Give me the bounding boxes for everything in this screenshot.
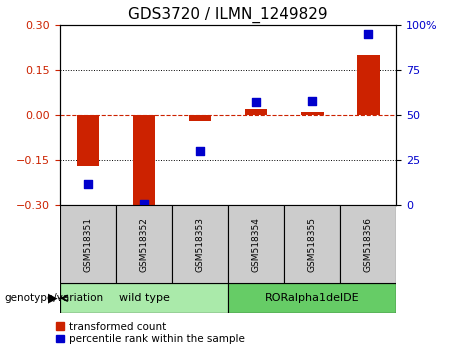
Text: RORalpha1delDE: RORalpha1delDE [265,293,360,303]
Text: GSM518351: GSM518351 [83,217,93,272]
Text: genotype/variation: genotype/variation [5,293,104,303]
Text: GSM518354: GSM518354 [252,217,261,272]
Point [140,201,148,206]
Bar [284,205,340,283]
Point [365,31,372,37]
Text: GSM518353: GSM518353 [195,217,205,272]
Bar [172,205,228,283]
Bar [228,205,284,283]
Bar [133,115,155,205]
Legend: transformed count, percentile rank within the sample: transformed count, percentile rank withi… [56,322,245,344]
Bar [189,115,211,121]
Text: ▶: ▶ [48,292,58,305]
Bar [228,283,396,313]
Bar [77,115,99,166]
Bar [245,109,267,115]
Title: GDS3720 / ILMN_1249829: GDS3720 / ILMN_1249829 [128,7,328,23]
Bar [301,112,324,115]
Point [309,98,316,103]
Bar [116,205,172,283]
Bar [60,205,116,283]
Point [253,99,260,105]
Bar [340,205,396,283]
Point [196,148,204,154]
Bar [60,283,228,313]
Bar [357,55,379,115]
Text: wild type: wild type [118,293,170,303]
Point [84,181,92,187]
Text: GSM518356: GSM518356 [364,217,373,272]
Text: GSM518355: GSM518355 [308,217,317,272]
Text: GSM518352: GSM518352 [140,217,148,272]
